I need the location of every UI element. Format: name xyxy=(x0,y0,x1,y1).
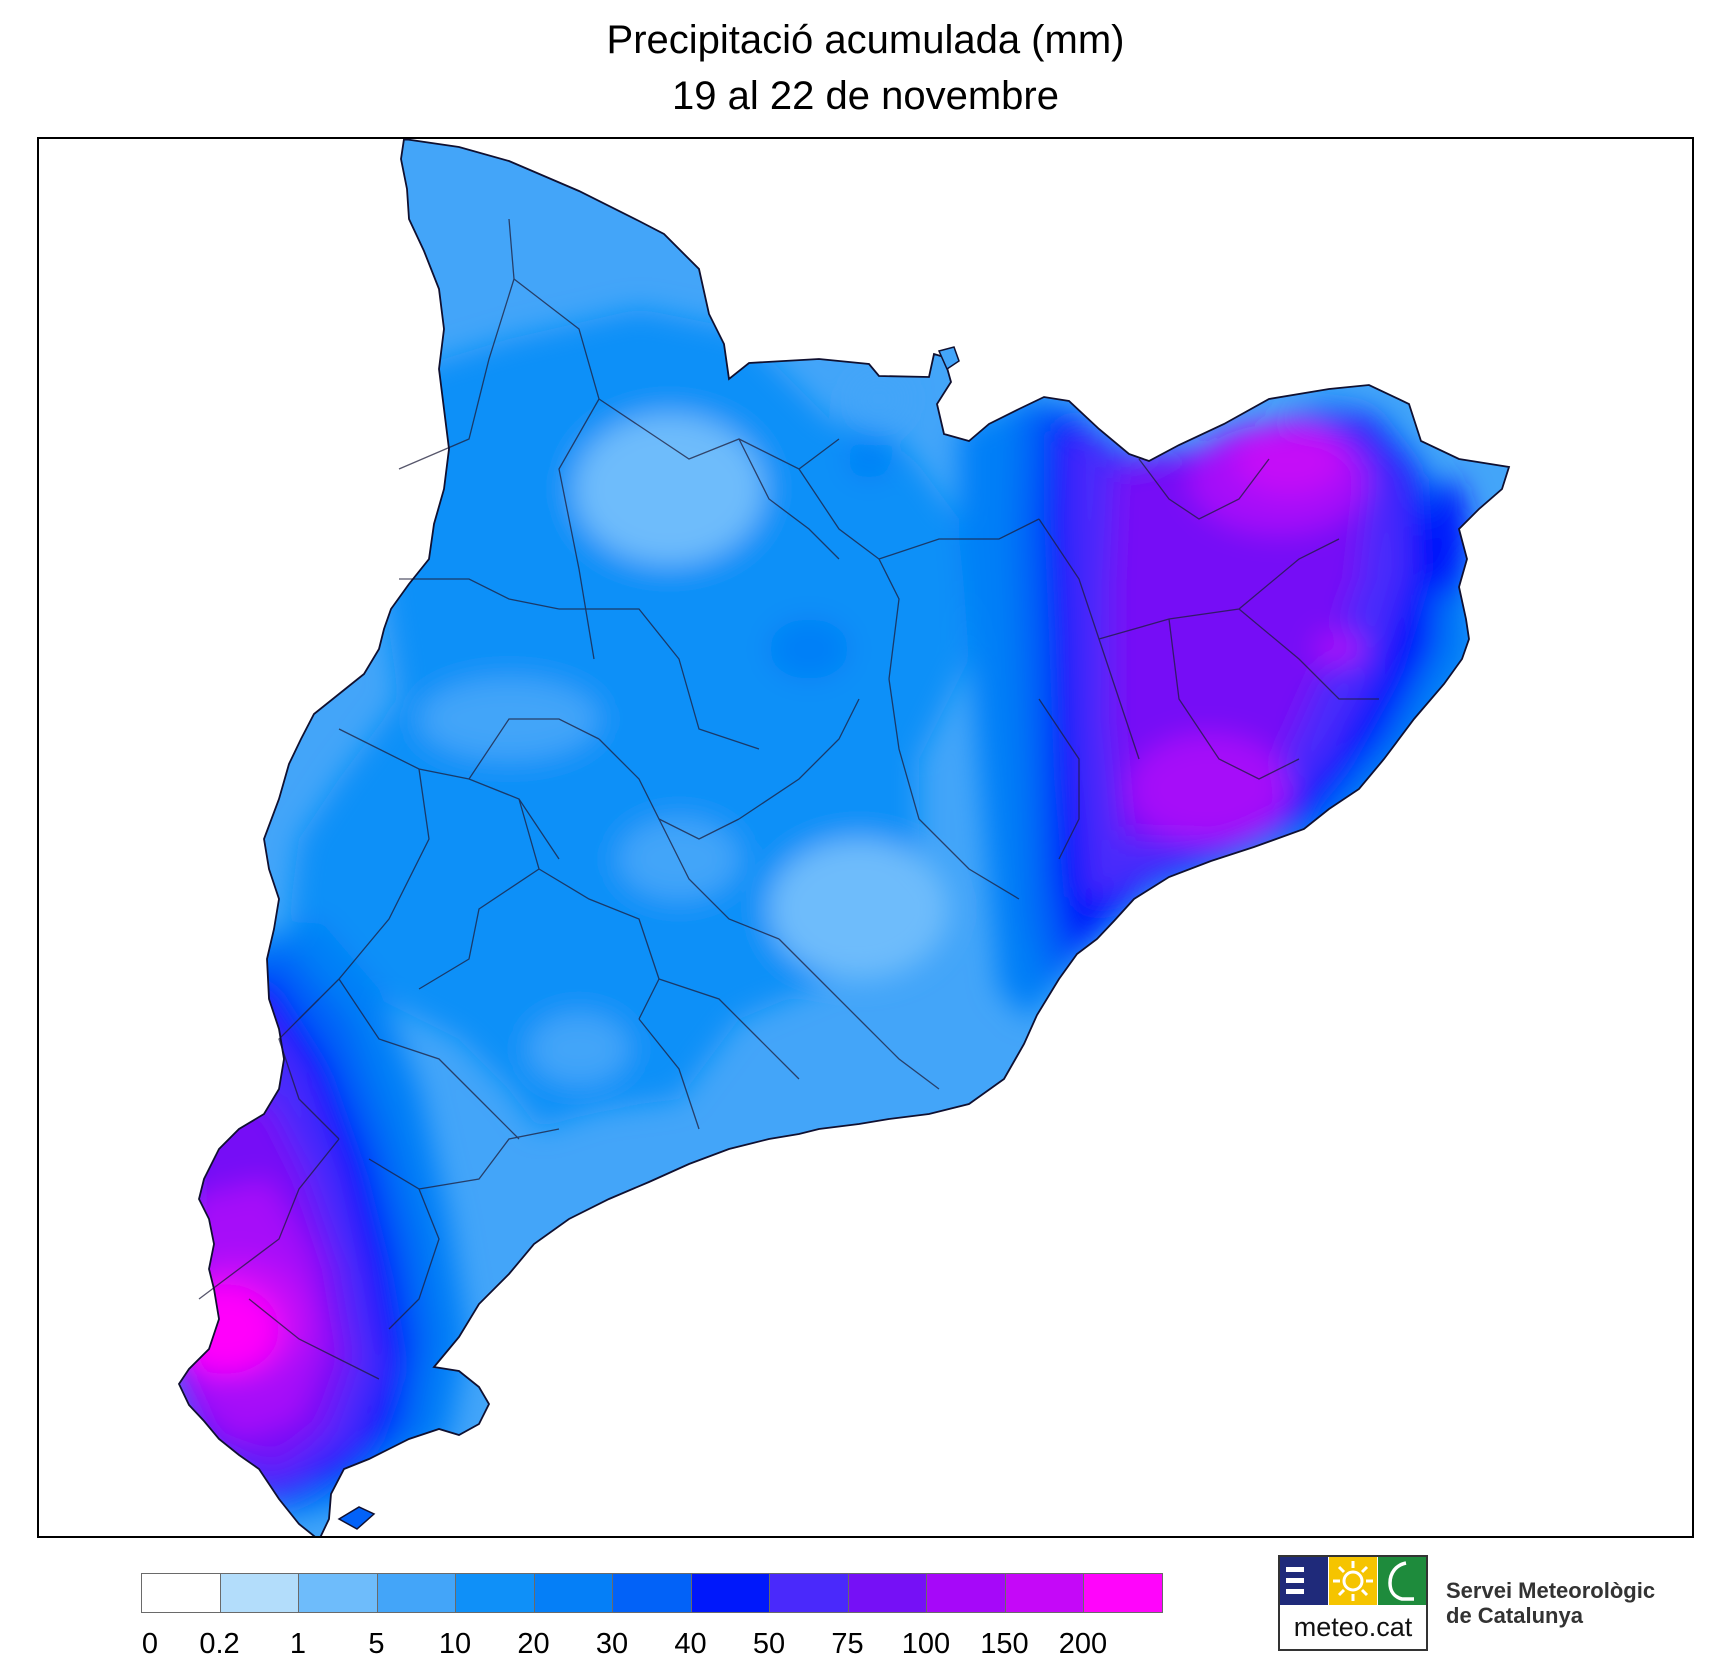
catalonia-outline-icon xyxy=(1378,1557,1426,1605)
legend-swatch xyxy=(769,1573,849,1613)
logo-text: meteo.cat xyxy=(1293,1612,1413,1642)
legend-label: 1 xyxy=(289,1628,307,1660)
legend-swatch xyxy=(690,1573,770,1613)
legend-swatch xyxy=(376,1573,456,1613)
legend-label: 200 xyxy=(1058,1628,1108,1660)
legend-label: 5 xyxy=(368,1628,385,1660)
legend-label: 75 xyxy=(831,1628,864,1660)
legend-label: 0 xyxy=(141,1628,159,1660)
bars-icon xyxy=(1280,1557,1328,1605)
legend-label: 50 xyxy=(752,1628,786,1660)
map-frame xyxy=(37,137,1694,1538)
legend-label: 10 xyxy=(438,1628,472,1660)
legend-swatch xyxy=(612,1573,692,1613)
legend-swatch xyxy=(219,1573,299,1613)
sun-icon xyxy=(1329,1557,1377,1605)
map-subtitle: 19 al 22 de novembre xyxy=(672,74,1059,118)
legend-swatch xyxy=(1083,1573,1163,1613)
organization-name-line1: Servei Meteorològic xyxy=(1446,1578,1656,1603)
precipitation-field xyxy=(179,139,1509,1536)
legend-swatch xyxy=(1004,1573,1084,1613)
legend-swatch xyxy=(847,1573,927,1613)
meteocat-logo: meteo.cat xyxy=(1278,1555,1428,1651)
organization-name-line2: de Catalunya xyxy=(1446,1603,1583,1628)
precipitation-map xyxy=(178,139,1510,1536)
legend-label: 150 xyxy=(980,1628,1029,1660)
legend-label: 100 xyxy=(901,1628,951,1660)
legend-label: 40 xyxy=(674,1628,707,1660)
map-title: Precipitació acumulada (mm) xyxy=(606,18,1125,62)
legend-label: 30 xyxy=(595,1628,629,1660)
islet-shape xyxy=(337,1506,376,1530)
legend-swatch xyxy=(141,1573,221,1613)
legend-swatch xyxy=(455,1573,535,1613)
legend-label: 0.2 xyxy=(199,1628,240,1660)
district-boundaries xyxy=(198,218,1379,1380)
legend-swatch xyxy=(298,1573,378,1613)
legend-label: 20 xyxy=(517,1628,550,1660)
legend-swatch xyxy=(926,1573,1006,1613)
islet-shape xyxy=(937,346,960,371)
legend-swatch xyxy=(533,1573,613,1613)
